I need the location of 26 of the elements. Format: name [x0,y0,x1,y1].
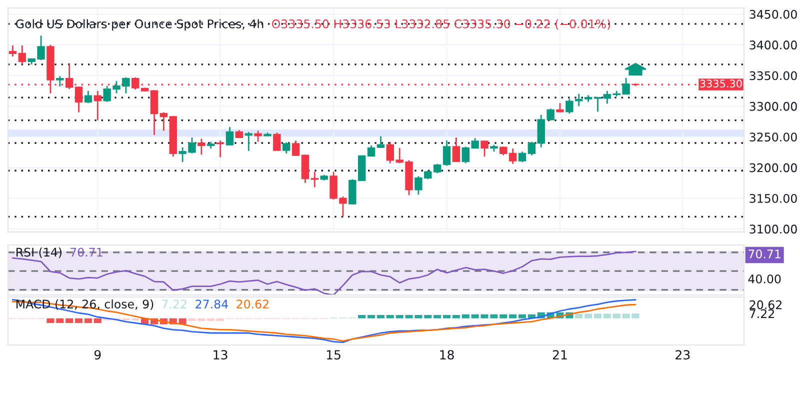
annotation: 27.84 [196,300,228,309]
x-tick-label: 15 [326,350,340,360]
y-tick-label: 3400.00 [750,40,797,50]
y-tick-label: 3200.00 [750,163,797,172]
y-tick-label: 3450.00 [750,10,797,19]
y-tick-label: 3150.00 [750,194,797,203]
annotation: 20.62 [236,300,268,309]
annotation: O3335.50 H3336.53 L3332.85 C3335.30 −0.22 (−0.01%) [272,19,610,30]
text: 40.00 [748,274,781,284]
text: 70.71 [748,249,780,258]
y-tick-label: 3300.00 [750,102,797,111]
y-tick-label: 7.22 [750,309,774,318]
x-tick-label: 9 [94,350,101,360]
y-tick-label: 3100.00 [750,224,797,234]
y-tick-label: 3250.00 [750,132,797,142]
chart-title: RSI (14) [16,248,62,258]
x-tick-label: 21 [552,350,567,360]
x-tick-label: 23 [676,350,690,360]
x-tick-label: 18 [440,350,454,360]
ref-line-label: 3335.30 [700,80,742,88]
text: Gold US Dollars per Ounce Spot Prices, 4h [16,19,264,31]
x-tick-label: 13 [214,350,228,360]
annotation: 70.71 [70,248,102,257]
annotation: 7.22 [162,300,186,308]
y-tick-label: 3350.00 [750,71,797,80]
y-tick-label: 20.62 [750,300,782,310]
